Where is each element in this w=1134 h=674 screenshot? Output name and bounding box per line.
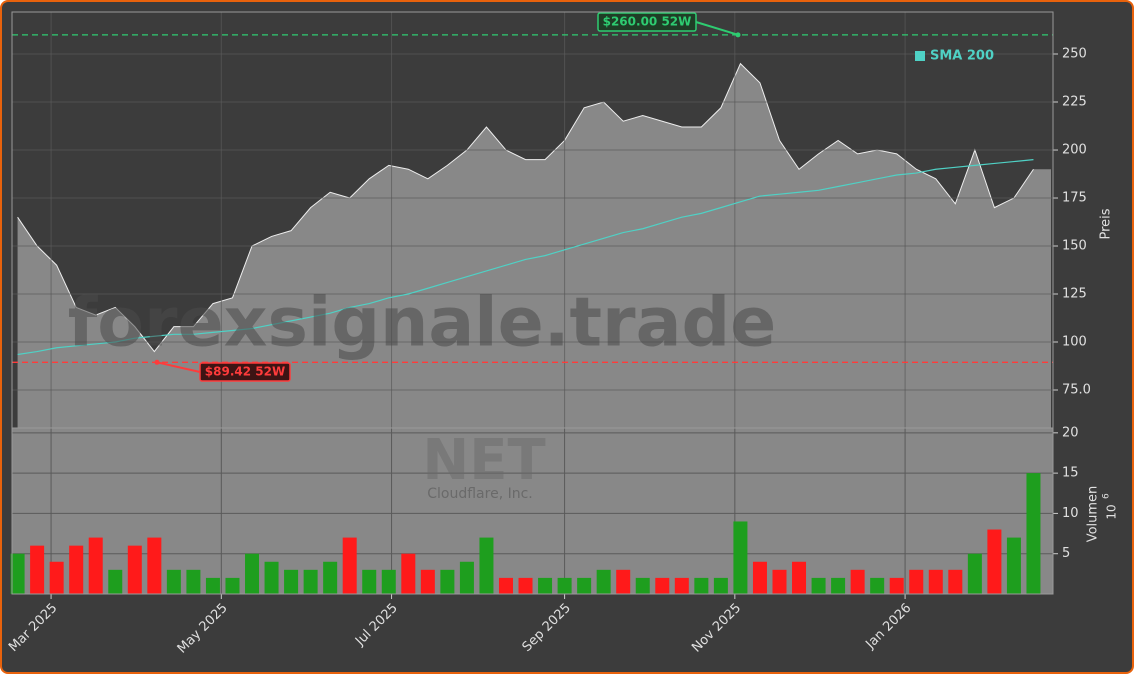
- y-tick-label: 225: [1062, 95, 1087, 110]
- volume-unit: 10 6: [1102, 493, 1119, 520]
- volume-bar: [635, 577, 650, 594]
- y-tick-label: 10: [1062, 506, 1079, 521]
- y-tick-label: 150: [1062, 239, 1087, 254]
- arrow-tip: [154, 359, 160, 365]
- volume-bar: [264, 561, 279, 594]
- y-tick-label: 100: [1062, 334, 1087, 349]
- arrow-tip: [735, 32, 741, 38]
- volume-bar: [30, 545, 45, 594]
- volume-bar: [303, 569, 318, 594]
- volume-bar: [733, 521, 748, 594]
- y-tick-label: 200: [1062, 143, 1087, 158]
- y-tick-label: 15: [1062, 466, 1079, 481]
- volume-bar: [694, 577, 709, 594]
- unit-base: 10: [1105, 504, 1119, 519]
- volume-bar: [870, 577, 885, 594]
- watermark-ticker: NET: [422, 428, 545, 493]
- volume-bar: [225, 577, 240, 594]
- volume-bar: [831, 577, 846, 594]
- watermark: forexsignale.trade: [68, 284, 777, 363]
- volume-bar: [69, 545, 84, 594]
- x-tick-label: Jul 2025: [352, 601, 401, 650]
- volume-bar: [147, 537, 162, 594]
- volume-bar: [186, 569, 201, 594]
- x-tick-label: Nov 2025: [689, 601, 744, 656]
- annotation-label: $260.00 52W: [603, 15, 692, 29]
- volume-bar: [10, 553, 25, 594]
- y-tick-label: 175: [1062, 191, 1087, 206]
- volume-bar: [284, 569, 299, 594]
- volume-bar: [596, 569, 611, 594]
- y-tick-label: 5: [1062, 546, 1070, 561]
- volume-bar: [557, 577, 572, 594]
- x-tick-label: Sep 2025: [520, 601, 574, 655]
- annotation-arrow: [695, 21, 739, 36]
- volume-bar: [108, 569, 123, 594]
- annotation-box: [597, 12, 697, 32]
- volume-bar: [88, 537, 103, 594]
- volume-bar: [909, 569, 924, 594]
- price-line: [17, 62, 1034, 353]
- volume-bar: [577, 577, 592, 594]
- volume-bar: [323, 561, 338, 594]
- volume-bar: [498, 577, 513, 594]
- volume-bar: [1006, 537, 1021, 594]
- volume-bar: [674, 577, 689, 594]
- watermark-company: Cloudflare, Inc.: [427, 486, 533, 502]
- x-tick-label: Jan 2026: [863, 601, 915, 653]
- y-tick-label: 250: [1062, 47, 1087, 62]
- volume-bar: [948, 569, 963, 594]
- x-tick-label: May 2025: [175, 601, 231, 657]
- volume-panel: [12, 428, 1053, 594]
- volume-bar: [987, 529, 1002, 594]
- annotation-box: [199, 362, 291, 382]
- volume-bar: [342, 537, 357, 594]
- volume-bar: [381, 569, 396, 594]
- volume-bar: [655, 577, 670, 594]
- volume-bar: [538, 577, 553, 594]
- y2-axis-label: Volumen: [1086, 486, 1101, 543]
- x-tick-label: Mar 2025: [6, 601, 60, 655]
- volume-bar: [811, 577, 826, 594]
- y-tick-label: 125: [1062, 287, 1087, 302]
- volume-bar: [440, 569, 455, 594]
- volume-bar: [850, 569, 865, 594]
- volume-bar: [166, 569, 181, 594]
- volume-bar: [401, 553, 416, 594]
- volume-bar: [245, 553, 260, 594]
- volume-bar: [420, 569, 435, 594]
- volume-bar: [1026, 473, 1041, 594]
- annotation-label: $89.42 52W: [205, 365, 285, 379]
- volume-bar: [518, 577, 533, 594]
- volume-bar: [792, 561, 807, 594]
- volume-bar: [49, 561, 64, 594]
- volume-border: [11, 427, 1054, 595]
- volume-bar: [362, 569, 377, 594]
- volume-bar: [616, 569, 631, 594]
- legend-label: SMA 200: [930, 49, 994, 64]
- volume-bar: [889, 577, 904, 594]
- volume-bar: [752, 561, 767, 594]
- sma-line: [17, 159, 1034, 356]
- volume-bar: [127, 545, 142, 594]
- legend-swatch: [915, 51, 925, 61]
- annotation-arrow: [156, 361, 201, 373]
- volume-bar: [967, 553, 982, 594]
- volume-bar: [459, 561, 474, 594]
- volume-bar: [772, 569, 787, 594]
- unit-exp: 6: [1102, 493, 1112, 499]
- y-tick-label: 75.0: [1062, 382, 1091, 397]
- y-axis-label: Preis: [1099, 208, 1114, 239]
- y-tick-label: 20: [1062, 425, 1079, 440]
- volume-bar: [205, 577, 220, 594]
- volume-bar: [713, 577, 728, 594]
- volume-bar: [928, 569, 943, 594]
- volume-bar: [479, 537, 494, 594]
